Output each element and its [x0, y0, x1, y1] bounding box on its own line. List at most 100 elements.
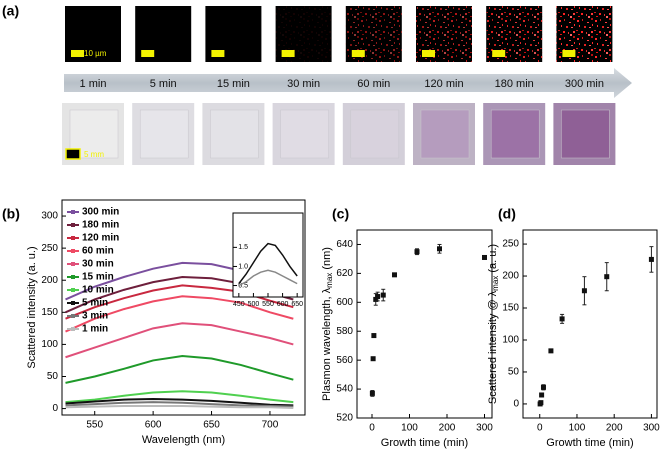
sample-film	[350, 109, 400, 159]
point	[375, 294, 381, 300]
x-tick-label: 100	[569, 423, 586, 434]
series-line	[65, 397, 294, 407]
series-line	[65, 295, 294, 333]
y-tick-label: 620	[336, 268, 353, 279]
series-line	[238, 269, 298, 287]
sample-film	[561, 109, 610, 159]
y-tick-label: 600	[336, 297, 353, 308]
point	[540, 384, 546, 390]
y-tick-label: 1.5	[238, 244, 248, 251]
scale-label: 10 µm	[84, 49, 107, 58]
x-tick-label: 100	[401, 423, 418, 434]
x-tick-label: 550	[262, 301, 274, 308]
time-label: 30 min	[287, 78, 320, 90]
sample-film	[139, 109, 189, 159]
scale-bar	[281, 50, 295, 57]
panel-label: (c)	[332, 206, 349, 222]
y-tick-label: 560	[336, 355, 353, 366]
y-tick-label: 150	[502, 303, 519, 314]
legend-label: 3 min	[82, 311, 108, 322]
plot-frame	[356, 229, 493, 419]
scale-bar	[211, 50, 225, 57]
y-tick-label: 0.5	[238, 282, 248, 289]
x-tick-label: 200	[439, 423, 456, 434]
y-tick-label: 300	[41, 211, 58, 222]
point	[538, 400, 544, 406]
panel-label: (b)	[2, 206, 20, 222]
series-line	[65, 401, 294, 408]
x-tick-label: 650	[291, 301, 303, 308]
y-axis-title-part: Plasmon wavelength, λ	[321, 287, 333, 401]
series-line	[238, 242, 298, 285]
y-axis-title-sub: max	[491, 276, 500, 291]
legend-marker	[71, 210, 75, 214]
point	[373, 296, 379, 302]
time-label: 1 min	[80, 78, 107, 90]
y-axis-title-sub: max	[325, 273, 334, 288]
scale-bar	[422, 50, 435, 57]
time-arrow	[64, 68, 632, 98]
legend-label: 300 min	[82, 207, 119, 218]
panel-label: (a)	[2, 3, 19, 19]
legend-label: 120 min	[82, 233, 119, 244]
legend-label: 15 min	[82, 272, 114, 283]
time-label: 15 min	[217, 78, 250, 90]
legend-label: 5 min	[82, 298, 108, 309]
x-tick-label: 300	[476, 423, 493, 434]
legend-label: 30 min	[82, 259, 114, 270]
scale-bar	[492, 50, 506, 57]
legend-label: 60 min	[82, 246, 114, 257]
panel-a: 1 min 5 min 15 min 30 min 60 min 120 min 180 m…	[62, 6, 616, 165]
y-tick-label: 150	[41, 307, 58, 318]
scale-bar	[562, 50, 576, 57]
series-line	[65, 284, 294, 320]
charts: 550 600 650 700050100150200250300(b)Wavelen…	[2, 199, 660, 449]
series-line	[65, 354, 294, 384]
point	[604, 274, 610, 280]
y-axis-title-part: (a. u.)	[487, 244, 499, 276]
legend-marker	[71, 262, 75, 266]
x-tick-label: 450	[233, 301, 245, 308]
scale-bar	[141, 50, 155, 57]
series-line	[65, 390, 294, 404]
legend-marker	[71, 249, 75, 253]
legend-label: 1 min	[82, 324, 108, 335]
x-axis-title: Growth time (min)	[546, 437, 633, 449]
scale-label: 5 mm	[84, 150, 104, 159]
x-tick-label: 600	[145, 420, 162, 431]
y-axis-title: Plasmon wavelength, λmax (nm)	[321, 247, 334, 401]
x-tick-label: 500	[248, 301, 260, 308]
point	[548, 348, 554, 354]
sample-film	[210, 109, 259, 159]
legend-marker	[71, 301, 75, 305]
point	[414, 249, 420, 255]
point	[581, 288, 587, 294]
legend-marker	[71, 327, 75, 331]
point	[392, 272, 397, 278]
point	[437, 246, 442, 252]
point	[370, 356, 376, 362]
x-tick-label: 200	[606, 423, 623, 434]
y-tick-label: 520	[336, 413, 353, 424]
sample-film	[490, 109, 540, 159]
x-tick-label: 0	[537, 423, 543, 434]
y-axis-title: Scattered intensity (a. u.)	[26, 246, 38, 368]
y-axis-title-part: (nm)	[321, 247, 333, 273]
scale-bar	[351, 50, 365, 57]
x-tick-label: 700	[262, 420, 279, 431]
x-tick-label: 650	[203, 420, 220, 431]
y-tick-label: 250	[41, 243, 58, 254]
time-label: 60 min	[357, 78, 390, 90]
x-tick-label: 300	[643, 423, 660, 434]
y-tick-label: 540	[336, 384, 353, 395]
y-tick-label: 0	[513, 399, 519, 410]
legend-marker	[71, 288, 75, 292]
legend-marker	[71, 314, 75, 318]
y-tick-label: 200	[41, 275, 58, 286]
legend-label: 180 min	[82, 220, 119, 231]
point	[380, 292, 386, 298]
y-tick-label: 100	[41, 339, 58, 350]
panel-label: (d)	[498, 206, 516, 222]
y-axis-title: Scattered intensity @ λmax (a. u.)	[487, 244, 500, 404]
